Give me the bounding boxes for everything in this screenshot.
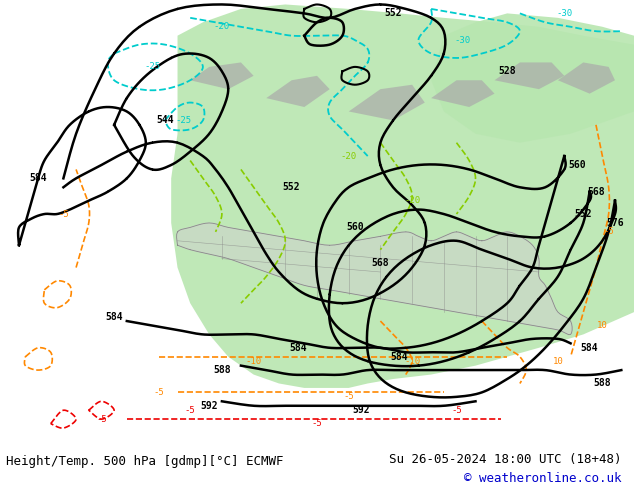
Text: Su 26-05-2024 18:00 UTC (18+48): Su 26-05-2024 18:00 UTC (18+48) [389,453,621,466]
Text: 588: 588 [593,378,611,389]
Text: -10: -10 [404,357,420,366]
Text: © weatheronline.co.uk: © weatheronline.co.uk [464,472,621,486]
Text: 10: 10 [553,357,563,366]
Polygon shape [558,62,615,94]
Text: 584: 584 [29,173,47,183]
Text: -5: -5 [312,419,322,428]
Text: -20: -20 [214,22,230,31]
Text: 584: 584 [391,352,408,362]
Text: 568: 568 [372,258,389,268]
Text: -25: -25 [144,62,160,72]
Text: -5: -5 [153,388,164,397]
Text: -5: -5 [96,415,107,424]
Polygon shape [431,13,634,143]
Text: 584: 584 [289,343,307,353]
Text: 560: 560 [568,160,586,170]
Polygon shape [177,223,572,335]
Polygon shape [171,4,634,388]
Polygon shape [349,85,425,121]
Text: -20: -20 [340,151,357,161]
Polygon shape [266,76,330,107]
Text: 588: 588 [213,365,231,375]
Text: 584: 584 [581,343,598,353]
Polygon shape [190,62,254,89]
Text: -5: -5 [58,210,68,219]
Text: 560: 560 [346,222,364,232]
Text: -5: -5 [451,406,462,415]
Text: -5: -5 [344,392,354,401]
Text: 576: 576 [606,218,624,228]
Text: -5: -5 [604,227,614,236]
Text: 592: 592 [200,401,218,411]
Polygon shape [431,80,495,107]
Text: 528: 528 [498,66,516,76]
Text: Height/Temp. 500 hPa [gdmp][°C] ECMWF: Height/Temp. 500 hPa [gdmp][°C] ECMWF [6,455,284,468]
Text: -30: -30 [455,36,471,45]
Text: 592: 592 [353,405,370,415]
Text: -20: -20 [404,196,420,205]
Polygon shape [495,62,564,89]
Text: -5: -5 [185,406,195,415]
Text: 568: 568 [587,187,605,197]
Text: 584: 584 [105,312,123,321]
Text: 552: 552 [384,8,402,19]
Text: 10: 10 [597,321,607,330]
Text: -30: -30 [556,9,573,18]
Text: 552: 552 [283,182,301,192]
Text: 552: 552 [574,209,592,219]
Text: 544: 544 [156,115,174,125]
Text: -25: -25 [176,116,192,125]
Text: -10: -10 [245,357,262,366]
